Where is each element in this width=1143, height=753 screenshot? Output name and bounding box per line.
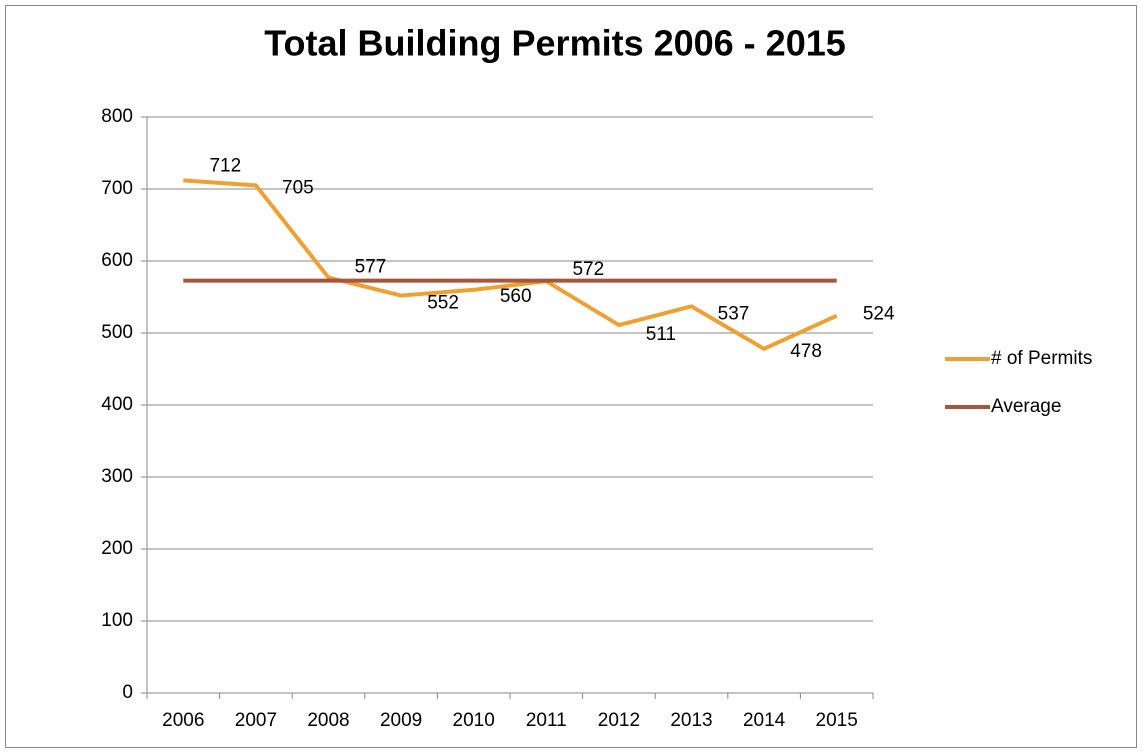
data-label: 552: [427, 293, 459, 314]
x-tick-label: 2007: [235, 710, 277, 731]
x-tick-label: 2010: [453, 710, 495, 731]
y-tick-label: 100: [101, 610, 133, 631]
x-tick-label: 2009: [380, 710, 422, 731]
data-label: 712: [209, 155, 241, 176]
y-tick-label: 400: [101, 394, 133, 415]
chart-border: [5, 5, 1137, 748]
y-tick-label: 300: [101, 466, 133, 487]
data-label: 478: [790, 341, 822, 362]
data-label: 560: [500, 286, 532, 307]
data-label: 511: [646, 324, 676, 345]
data-label: 705: [282, 177, 314, 198]
data-label: 524: [863, 304, 895, 325]
data-label: 537: [718, 303, 750, 324]
y-tick-label: 500: [101, 322, 133, 343]
series-line: [183, 178, 838, 351]
x-tick-label: 2011: [526, 710, 567, 731]
x-tick-label: 2008: [307, 710, 349, 731]
y-tick-label: 700: [101, 178, 133, 199]
y-tick-label: 800: [101, 106, 133, 127]
x-tick-label: 2013: [670, 710, 712, 731]
data-label: 572: [572, 259, 604, 280]
y-tick-label: 0: [122, 682, 133, 703]
legend-label: # of Permits: [991, 348, 1092, 369]
legend-label: Average: [991, 396, 1061, 417]
y-tick-label: 600: [101, 250, 133, 271]
chart-title: Total Building Permits 2006 - 2015: [264, 23, 846, 64]
data-label: 577: [355, 257, 387, 278]
y-tick-label: 200: [101, 538, 133, 559]
x-tick-label: 2015: [816, 710, 858, 731]
x-tick-label: 2014: [743, 710, 786, 731]
x-tick-label: 2006: [162, 710, 204, 731]
x-tick-label: 2012: [598, 710, 640, 731]
